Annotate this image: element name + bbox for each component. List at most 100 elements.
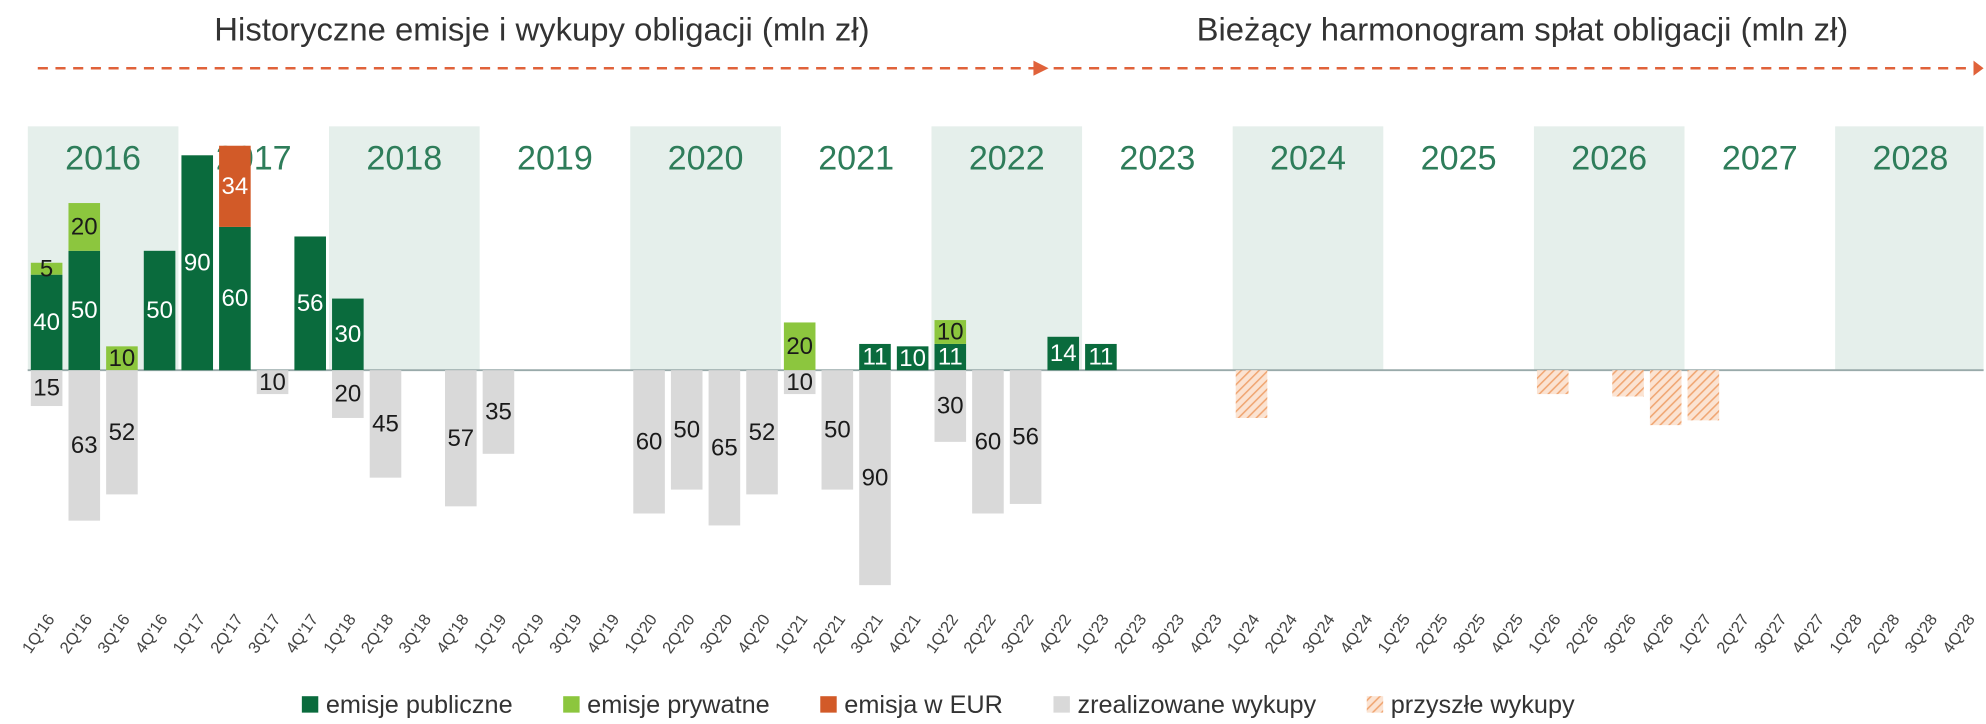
legend-label: emisje prywatne: [587, 691, 770, 719]
bar: [1235, 370, 1268, 418]
x-tick-label: 4Q'16: [132, 611, 172, 657]
bar: [1687, 370, 1720, 421]
x-tick-label: 4Q'26: [1638, 611, 1678, 657]
data-label: 60: [222, 285, 249, 312]
data-label: 63: [71, 432, 98, 459]
x-tick-label: 1Q'16: [19, 611, 59, 657]
bar: [934, 343, 967, 371]
data-label: 11: [1088, 344, 1113, 371]
x-tick-label: 4Q'27: [1789, 611, 1829, 657]
data-label: 60: [975, 428, 1002, 455]
data-label: 50: [673, 417, 700, 444]
year-label: 2022: [969, 139, 1045, 177]
bar: [143, 250, 176, 371]
x-tick-label: 4Q'24: [1337, 611, 1377, 657]
x-tick-label: 3Q'18: [395, 611, 435, 657]
year-label: 2021: [818, 139, 894, 177]
year-label: 2018: [366, 139, 442, 177]
bar: [633, 370, 665, 514]
bar: [68, 203, 101, 251]
arrow-head: [1973, 60, 1984, 76]
x-tick-label: 4Q'28: [1939, 611, 1979, 657]
bar: [482, 370, 515, 454]
x-tick-label: 3Q'16: [94, 611, 134, 657]
data-label: 20: [334, 381, 361, 408]
bar: [369, 370, 402, 478]
x-tick-label: 4Q'18: [433, 611, 473, 657]
year-bands: [27, 126, 1984, 371]
x-tick-label: 2Q'24: [1261, 611, 1301, 657]
year-label: 2028: [1873, 139, 1949, 177]
x-tick-label: 4Q'19: [584, 611, 624, 657]
data-label: 30: [334, 321, 361, 348]
x-tick-label: 2Q'26: [1563, 611, 1603, 657]
bar: [1649, 370, 1682, 426]
bar: [1047, 336, 1080, 371]
data-label: 10: [259, 369, 286, 396]
x-tick-label: 1Q'20: [621, 611, 661, 657]
x-tick-label: 1Q'23: [1073, 611, 1113, 657]
legend-swatch: [301, 696, 319, 713]
data-label: 50: [71, 297, 98, 324]
bar: [859, 370, 891, 586]
x-tick-label: 3Q'27: [1751, 611, 1791, 657]
data-label: 15: [33, 375, 60, 402]
bar: [181, 155, 214, 371]
year-label: 2025: [1421, 139, 1497, 177]
bar: [106, 346, 138, 371]
right-title: Bieżący harmonogram spłat obligacji (mln…: [1197, 10, 1849, 47]
x-tick-label: 3Q'21: [847, 611, 887, 657]
arrow-head: [1033, 60, 1049, 76]
year-label: 2026: [1571, 139, 1647, 177]
data-label: 56: [1012, 424, 1039, 451]
x-tick-label: 1Q'17: [170, 611, 210, 657]
x-tick-label: 3Q'19: [546, 611, 586, 657]
year-label: 2019: [517, 139, 593, 177]
bar: [294, 236, 326, 371]
year-label: 2027: [1722, 139, 1798, 177]
data-label: 20: [786, 333, 813, 360]
bar: [68, 250, 101, 371]
data-label: 30: [937, 393, 964, 420]
year-band: [630, 126, 781, 371]
data-label: 56: [297, 290, 324, 317]
x-tick-label: 1Q'26: [1525, 611, 1565, 657]
data-label: 57: [447, 425, 474, 452]
legend-label: emisja w EUR: [844, 691, 1003, 719]
x-tick-label: 3Q'23: [1149, 611, 1189, 657]
legend-swatch: [1366, 696, 1384, 713]
x-tick-label: 4Q'23: [1186, 611, 1226, 657]
data-label: 50: [146, 297, 173, 324]
data-label: 11: [863, 344, 888, 371]
bar: [708, 370, 741, 526]
data-label: 34: [222, 173, 249, 200]
x-tick-label: 1Q'24: [1224, 611, 1264, 657]
bar: [821, 370, 854, 490]
bar: [219, 145, 251, 227]
left-title: Historyczne emisje i wykupy obligacji (m…: [214, 10, 869, 47]
x-tick-label: 2Q'17: [207, 611, 247, 657]
x-tick-label: 2Q'27: [1713, 611, 1753, 657]
bar: [783, 370, 816, 395]
bar: [670, 370, 703, 490]
x-tick-label: 3Q'24: [1299, 611, 1339, 657]
bar: [332, 370, 364, 418]
year-band: [1232, 126, 1384, 371]
bar: [1612, 370, 1644, 397]
bar: [896, 346, 929, 371]
data-label: 20: [71, 214, 98, 241]
bar: [783, 322, 816, 371]
bar: [934, 370, 967, 442]
x-tick-label: 3Q'17: [245, 611, 285, 657]
bar: [30, 262, 63, 275]
x-tick-label: 1Q'19: [471, 611, 511, 657]
bar: [445, 370, 477, 507]
x-tick-label: 3Q'22: [998, 611, 1038, 657]
data-label: 10: [109, 345, 136, 372]
data-label: 14: [1050, 340, 1077, 367]
legend-label: przyszłe wykupy: [1391, 691, 1575, 719]
x-tick-label: 3Q'25: [1450, 611, 1490, 657]
x-tick-label: 1Q'25: [1374, 611, 1414, 657]
